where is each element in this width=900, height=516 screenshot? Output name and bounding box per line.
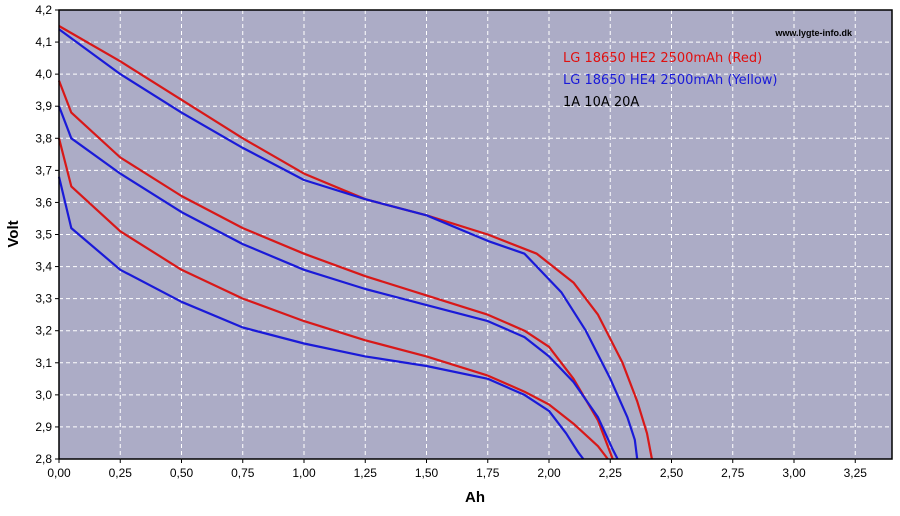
x-tick-label: 1,00 bbox=[292, 466, 316, 480]
y-tick-label: 3,0 bbox=[35, 388, 52, 402]
x-tick-label: 3,25 bbox=[844, 466, 868, 480]
series-line-0 bbox=[58, 25, 653, 460]
y-tick-label: 4,2 bbox=[35, 3, 52, 17]
x-tick-label: 1,75 bbox=[476, 466, 500, 480]
series-line-1 bbox=[57, 80, 614, 460]
y-tick-label: 3,3 bbox=[35, 292, 52, 306]
legend-entry: LG 18650 HE4 2500mAh (Yellow) bbox=[563, 73, 778, 88]
x-tick-label: 3,00 bbox=[782, 466, 806, 480]
series-line-5 bbox=[57, 176, 585, 460]
y-tick-label: 3,8 bbox=[35, 131, 52, 145]
y-axis-title: Volt bbox=[5, 220, 22, 247]
watermark: www.lygte-info.dk bbox=[774, 28, 853, 38]
x-tick-label: 2,50 bbox=[660, 466, 684, 480]
x-tick-label: 0,00 bbox=[47, 466, 71, 480]
y-tick-labels: 2,8 2,9 3,0 3,1 3,2 3,3 3,4 3,5 3,6 3,7 3,8 3,9 4,0 4… bbox=[35, 3, 52, 466]
series-line-3 bbox=[58, 28, 639, 460]
x-tick-label: 0,25 bbox=[109, 466, 133, 480]
x-tick-label: 1,50 bbox=[415, 466, 439, 480]
y-tick-label: 3,2 bbox=[35, 324, 52, 338]
legend-entry: LG 18650 HE2 2500mAh (Red) bbox=[563, 51, 762, 66]
y-tick-label: 3,6 bbox=[35, 195, 52, 209]
legend: LG 18650 HE2 2500mAh (Red) LG 18650 HE4 2… bbox=[563, 51, 778, 110]
axis-ticks bbox=[55, 9, 856, 463]
x-tick-labels: 0,00 0,25 0,50 0,75 1,00 1,25 1,50 1,75 2,00 2,25… bbox=[47, 466, 867, 480]
series-layer bbox=[57, 25, 653, 460]
legend-entry: 1A 10A 20A bbox=[563, 95, 639, 110]
x-tick-label: 2,75 bbox=[721, 466, 745, 480]
y-tick-label: 3,7 bbox=[35, 163, 52, 177]
x-tick-label: 0,50 bbox=[170, 466, 194, 480]
x-tick-label: 0,75 bbox=[231, 466, 255, 480]
y-tick-label: 4,0 bbox=[35, 67, 52, 81]
x-tick-label: 2,00 bbox=[537, 466, 561, 480]
y-tick-label: 4,1 bbox=[35, 35, 52, 49]
y-tick-label: 3,1 bbox=[35, 356, 52, 370]
series-line-4 bbox=[57, 105, 619, 460]
grid bbox=[59, 10, 892, 459]
y-tick-label: 3,9 bbox=[35, 99, 52, 113]
x-tick-label: 2,25 bbox=[599, 466, 623, 480]
y-tick-label: 2,9 bbox=[35, 420, 52, 434]
y-tick-label: 2,8 bbox=[35, 452, 52, 466]
x-tick-label: 1,25 bbox=[354, 466, 378, 480]
y-tick-label: 3,5 bbox=[35, 228, 52, 242]
series-line-2 bbox=[57, 138, 609, 460]
y-tick-label: 3,4 bbox=[35, 260, 52, 274]
x-axis-title: Ah bbox=[465, 489, 485, 506]
